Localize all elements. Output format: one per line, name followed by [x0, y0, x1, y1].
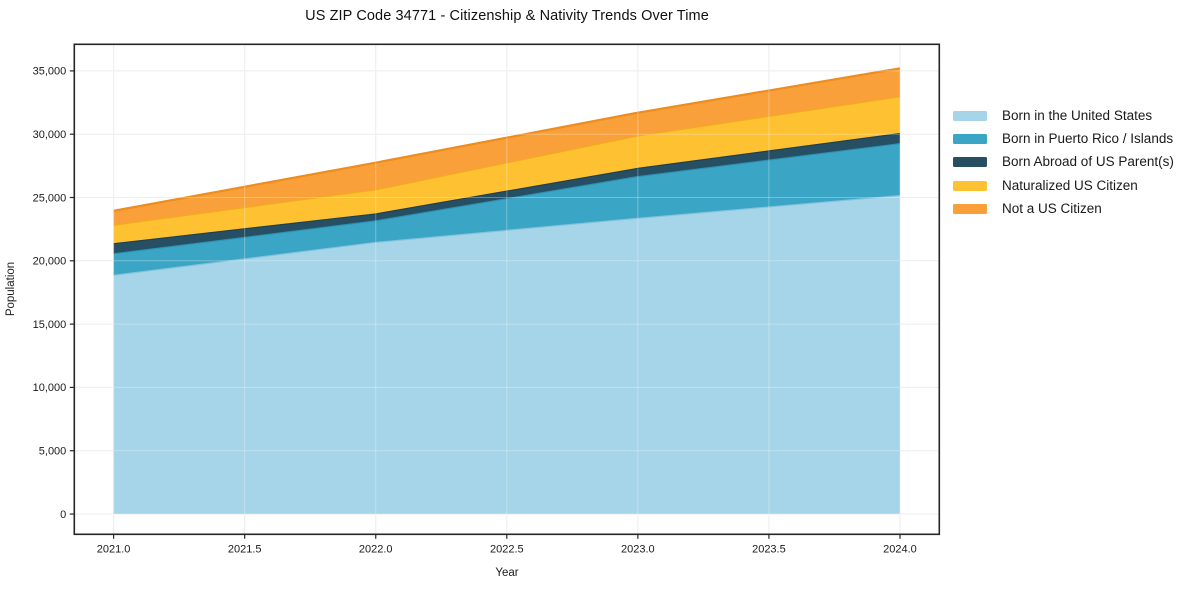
- x-tick-label: 2021.0: [97, 543, 131, 555]
- y-tick-label: 0: [60, 509, 66, 521]
- y-tick-label: 35,000: [33, 66, 67, 78]
- stacked-areas: [113, 67, 901, 515]
- legend-label: Born Abroad of US Parent(s): [1002, 154, 1174, 170]
- area-not-a-us-citizen: [113, 68, 900, 225]
- area-edge-not-a-us-citizen: [113, 67, 901, 212]
- legend-swatch-not-citizen: [953, 203, 987, 214]
- area-born-in-the-united-states: [113, 194, 900, 515]
- legend-item: Born Abroad of US Parent(s): [953, 151, 1174, 174]
- tick-labels: 2021.0 2021.5 2022.0 2022.5 2023.0 2023.5 2024…: [33, 66, 917, 556]
- area-born-in-puerto-rico-islands: [113, 143, 900, 275]
- legend-item: Not a US Citizen: [953, 197, 1174, 220]
- legend-swatch-puerto-rico: [953, 133, 987, 144]
- x-tick-label: 2022.5: [490, 543, 524, 555]
- y-tick-label: 5,000: [39, 446, 67, 458]
- y-tick-label: 25,000: [33, 192, 67, 204]
- legend-swatch-born-abroad: [953, 157, 987, 168]
- legend-label: Not a US Citizen: [1002, 201, 1102, 217]
- area-naturalized-us-citizen: [113, 96, 900, 244]
- x-axis-label: Year: [495, 567, 518, 579]
- legend-item: Naturalized US Citizen: [953, 174, 1174, 197]
- y-tick-label: 10,000: [33, 382, 67, 394]
- y-tick-label: 15,000: [33, 319, 67, 331]
- x-tick-label: 2021.5: [228, 543, 262, 555]
- x-tick-label: 2022.0: [359, 543, 393, 555]
- y-tick-label: 30,000: [33, 129, 67, 141]
- area-born-abroad-of-us-parent-s: [113, 132, 900, 254]
- legend-swatch-naturalized: [953, 180, 987, 191]
- legend-swatch-born-us: [953, 110, 987, 121]
- axes: [69, 43, 941, 539]
- legend-label: Naturalized US Citizen: [1002, 177, 1138, 193]
- y-axis-label: Population: [5, 262, 17, 316]
- legend-item: Born in the United States: [953, 104, 1174, 127]
- legend-item: Born in Puerto Rico / Islands: [953, 127, 1174, 150]
- legend-label: Born in Puerto Rico / Islands: [1002, 131, 1174, 147]
- legend-label: Born in the United States: [1002, 107, 1153, 123]
- gridlines-over: [74, 44, 940, 535]
- x-tick-label: 2024.0: [883, 543, 917, 555]
- y-tick-label: 20,000: [33, 256, 67, 268]
- chart-title: US ZIP Code 34771 - Citizenship & Nativi…: [305, 8, 709, 24]
- x-tick-label: 2023.0: [621, 543, 655, 555]
- legend: Born in the United States Born in Puerto…: [953, 104, 1174, 220]
- x-tick-label: 2023.5: [752, 543, 786, 555]
